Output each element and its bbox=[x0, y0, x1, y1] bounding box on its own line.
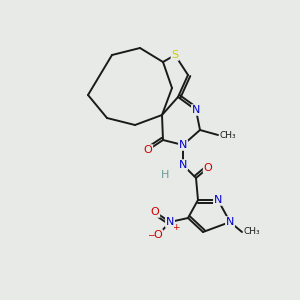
Text: O: O bbox=[154, 230, 162, 240]
Text: H: H bbox=[161, 170, 169, 180]
Text: CH₃: CH₃ bbox=[220, 130, 237, 140]
Text: N: N bbox=[226, 217, 234, 227]
Text: CH₃: CH₃ bbox=[244, 227, 261, 236]
Text: N: N bbox=[192, 105, 200, 115]
Text: S: S bbox=[171, 50, 178, 60]
Text: N: N bbox=[166, 217, 174, 227]
Text: N: N bbox=[179, 160, 187, 170]
Text: O: O bbox=[144, 145, 152, 155]
Text: O: O bbox=[204, 163, 212, 173]
Text: +: + bbox=[172, 223, 180, 232]
Text: O: O bbox=[151, 207, 159, 217]
Text: −: − bbox=[147, 230, 155, 239]
Text: N: N bbox=[179, 140, 187, 150]
Text: N: N bbox=[214, 195, 222, 205]
